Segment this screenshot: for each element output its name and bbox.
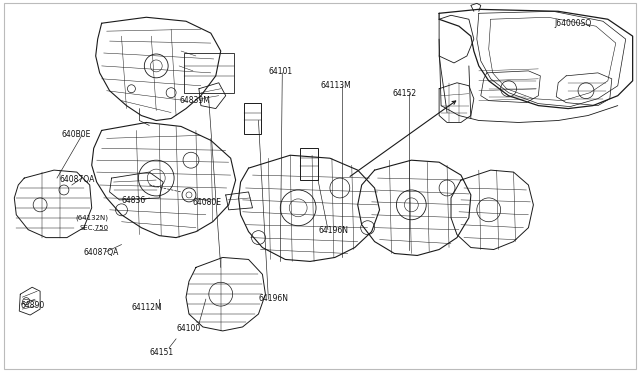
Text: 64196N: 64196N (259, 294, 289, 303)
Bar (184, 53, 234, 93)
Text: J64000SQ: J64000SQ (554, 19, 591, 28)
Text: 64112M: 64112M (131, 303, 162, 312)
Text: 64101: 64101 (268, 67, 292, 76)
Text: 640B0E: 640B0E (62, 131, 92, 140)
Text: 64080E: 64080E (193, 198, 222, 207)
Bar (244, 103, 262, 134)
Text: 64113M: 64113M (320, 81, 351, 90)
Text: 64151: 64151 (149, 348, 173, 357)
Bar (300, 148, 318, 180)
Text: 64839M: 64839M (179, 96, 210, 105)
Text: 64836: 64836 (122, 196, 146, 205)
Text: 64087QA: 64087QA (84, 247, 119, 257)
Text: 64890: 64890 (20, 301, 45, 310)
Text: SEC.750: SEC.750 (80, 225, 109, 231)
Text: 64100: 64100 (176, 324, 200, 333)
Text: 64152: 64152 (392, 89, 417, 98)
Text: 64196N: 64196N (318, 226, 348, 235)
Text: (64132N): (64132N) (76, 215, 109, 221)
Text: 64087QA: 64087QA (60, 175, 95, 184)
